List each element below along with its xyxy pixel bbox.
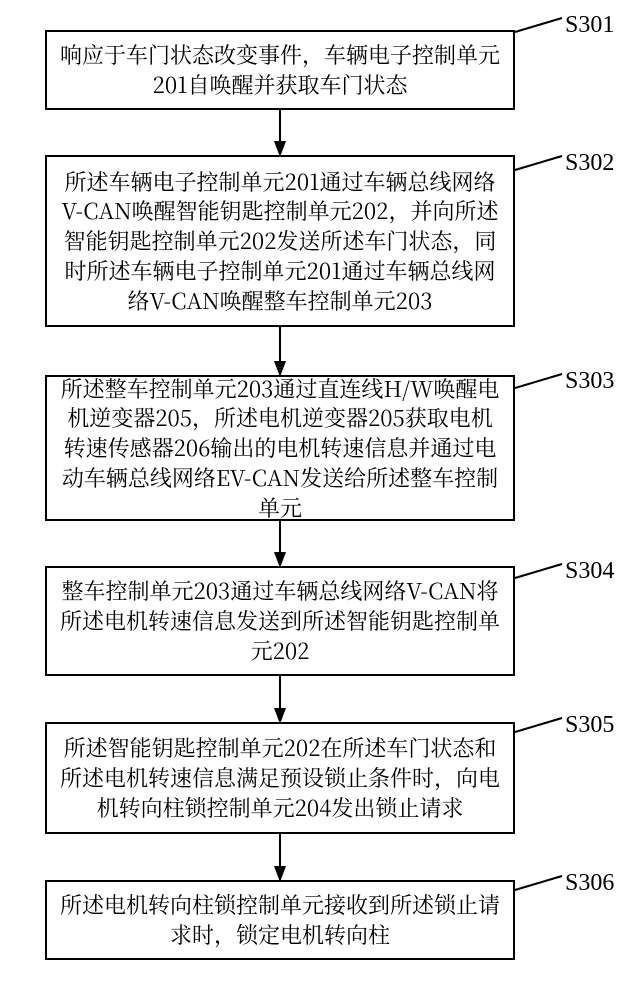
leaders-group — [515, 18, 562, 890]
leader-line-s305 — [515, 718, 562, 732]
step-label-s301: S301 — [565, 12, 614, 39]
step-box-s303: 所述整车控制单元203通过直连线H/W唤醒电机逆变器205，所述电机逆变器205… — [45, 375, 515, 521]
step-label-s305: S305 — [565, 712, 614, 739]
leader-line-s302 — [515, 156, 562, 170]
step-text-s303: 所述整车控制单元203通过直连线H/W唤醒电机逆变器205，所述电机逆变器205… — [57, 374, 503, 522]
step-text-s305: 所述智能钥匙控制单元202在所述车门状态和所述电机转速信息满足预设锁止条件时，向… — [57, 733, 503, 822]
step-label-s302: S302 — [565, 150, 614, 177]
step-box-s301: 响应于车门状态改变事件，车辆电子控制单元201自唤醒并获取车门状态 — [45, 30, 515, 110]
step-label-s306: S306 — [565, 870, 614, 897]
step-box-s305: 所述智能钥匙控制单元202在所述车门状态和所述电机转速信息满足预设锁止条件时，向… — [45, 722, 515, 834]
step-text-s304: 整车控制单元203通过车辆总线网络V-CAN将所述电机转速信息发送到所述智能钥匙… — [57, 576, 503, 665]
step-text-s301: 响应于车门状态改变事件，车辆电子控制单元201自唤醒并获取车门状态 — [57, 40, 503, 99]
leader-line-s301 — [515, 18, 562, 32]
step-box-s306: 所述电机转向柱锁控制单元接收到所述锁止请求时，锁定电机转向柱 — [45, 880, 515, 960]
step-text-s306: 所述电机转向柱锁控制单元接收到所述锁止请求时，锁定电机转向柱 — [57, 890, 503, 949]
flowchart-canvas: 响应于车门状态改变事件，车辆电子控制单元201自唤醒并获取车门状态 所述车辆电子… — [0, 0, 627, 1000]
step-label-s304: S304 — [565, 558, 614, 585]
leader-line-s304 — [515, 564, 562, 578]
step-box-s304: 整车控制单元203通过车辆总线网络V-CAN将所述电机转速信息发送到所述智能钥匙… — [45, 566, 515, 676]
step-label-s303: S303 — [565, 368, 614, 395]
step-text-s302: 所述车辆电子控制单元201通过车辆总线网络V-CAN唤醒智能钥匙控制单元202，… — [57, 167, 503, 315]
leader-line-s303 — [515, 374, 562, 388]
leader-line-s306 — [515, 876, 562, 890]
step-box-s302: 所述车辆电子控制单元201通过车辆总线网络V-CAN唤醒智能钥匙控制单元202，… — [45, 155, 515, 327]
